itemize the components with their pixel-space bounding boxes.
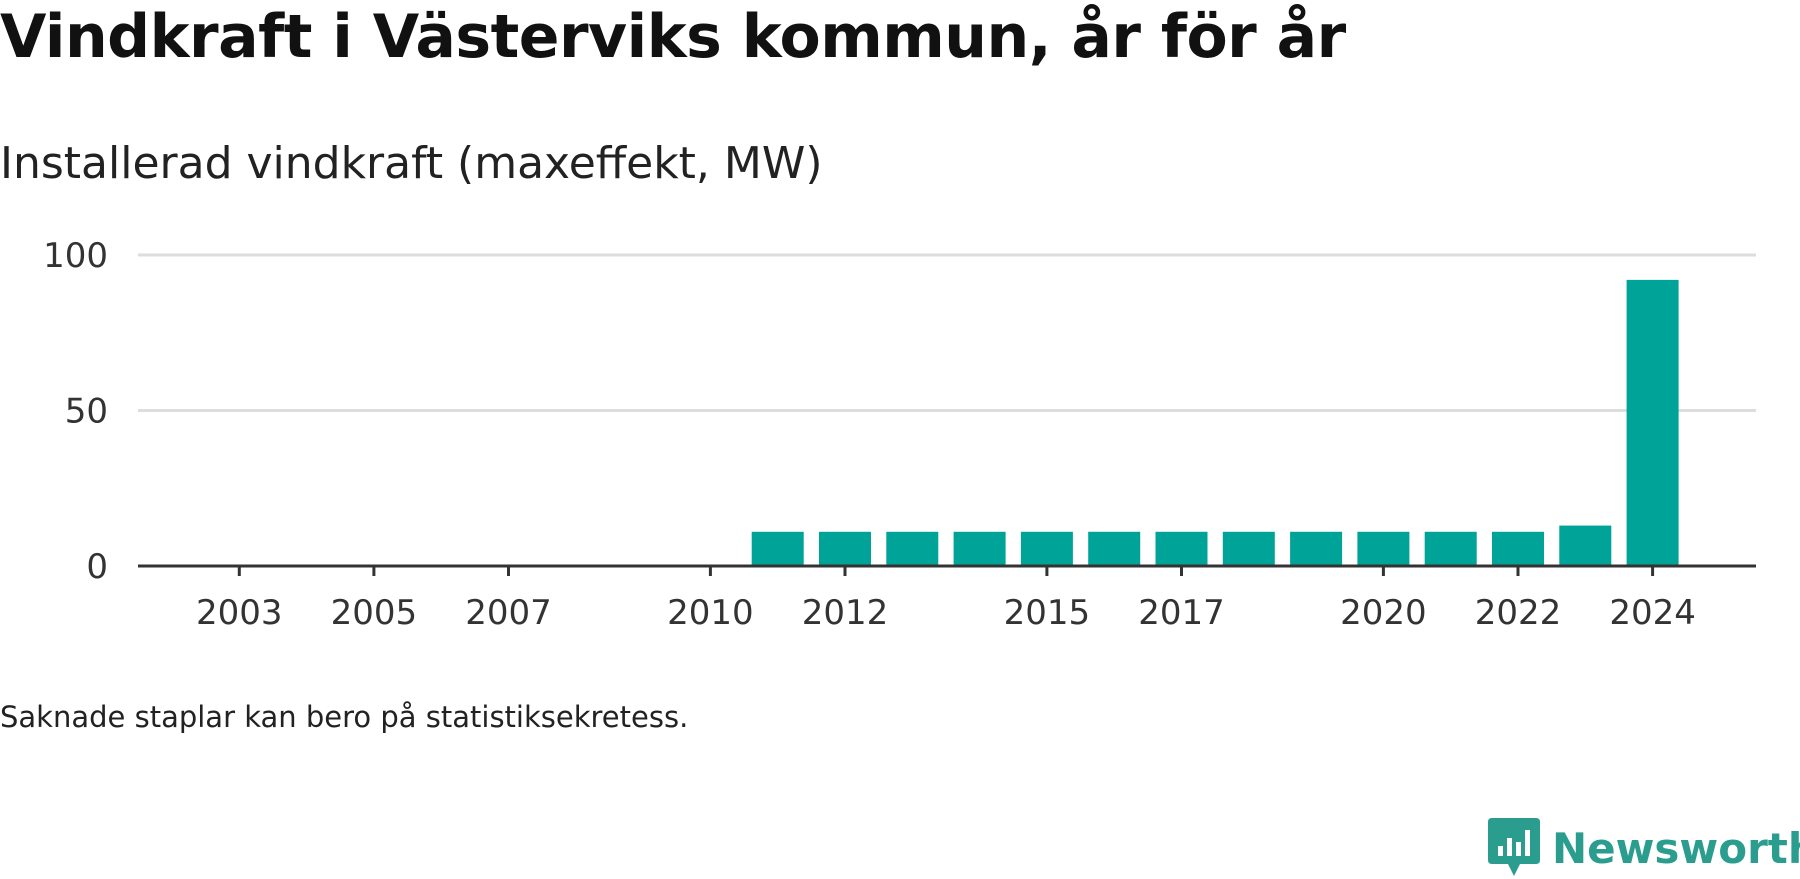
chart-subtitle: Installerad vindkraft (maxeffekt, MW): [0, 138, 823, 189]
y-tick-label: 50: [65, 392, 108, 432]
bar-2017: [1155, 531, 1208, 566]
bar-2020: [1357, 531, 1410, 566]
bar-2012: [819, 531, 871, 566]
newsworthy-logo: Newsworthy: [1488, 818, 1800, 878]
y-tick-label: 100: [43, 236, 108, 276]
bar-2011: [751, 531, 804, 566]
bar-2019: [1290, 531, 1343, 566]
chart-title: Vindkraft i Västerviks kommun, år för år: [0, 2, 1346, 72]
x-tick-label: 2012: [802, 593, 889, 633]
y-tick-label: 0: [86, 547, 108, 587]
bar-2016: [1088, 531, 1141, 566]
grid-lines: [138, 253, 1756, 412]
x-tick-label: 2022: [1475, 593, 1562, 633]
bar-2015: [1020, 531, 1073, 566]
x-tick-label: 2003: [196, 593, 283, 633]
x-axis-ticks: 2003 2005 2007 2010 2012 2015 2017 2020 2022 2024: [196, 566, 1696, 633]
bar-2018: [1222, 531, 1275, 566]
bar-2023: [1559, 525, 1612, 566]
bar-2014: [953, 531, 1006, 566]
x-tick-label: 2020: [1340, 593, 1427, 633]
bar-2024: [1626, 279, 1679, 566]
footnote: Saknade staplar kan bero på statistiksek…: [0, 700, 689, 734]
bars: [138, 279, 1756, 568]
x-tick-label: 2015: [1004, 593, 1091, 633]
x-tick-label: 2017: [1138, 593, 1225, 633]
bar-2022: [1492, 531, 1544, 566]
x-tick-label: 2024: [1609, 593, 1696, 633]
newsworthy-logo-icon: [1488, 818, 1540, 876]
x-tick-label: 2005: [331, 593, 418, 633]
bar-2013: [886, 531, 939, 566]
x-tick-label: 2010: [667, 593, 754, 633]
x-tick-label: 2007: [465, 593, 552, 633]
bar-2021: [1424, 531, 1477, 566]
y-axis-ticks: 0 50 100: [43, 236, 108, 587]
brand-name: Newsworthy: [1552, 823, 1800, 873]
